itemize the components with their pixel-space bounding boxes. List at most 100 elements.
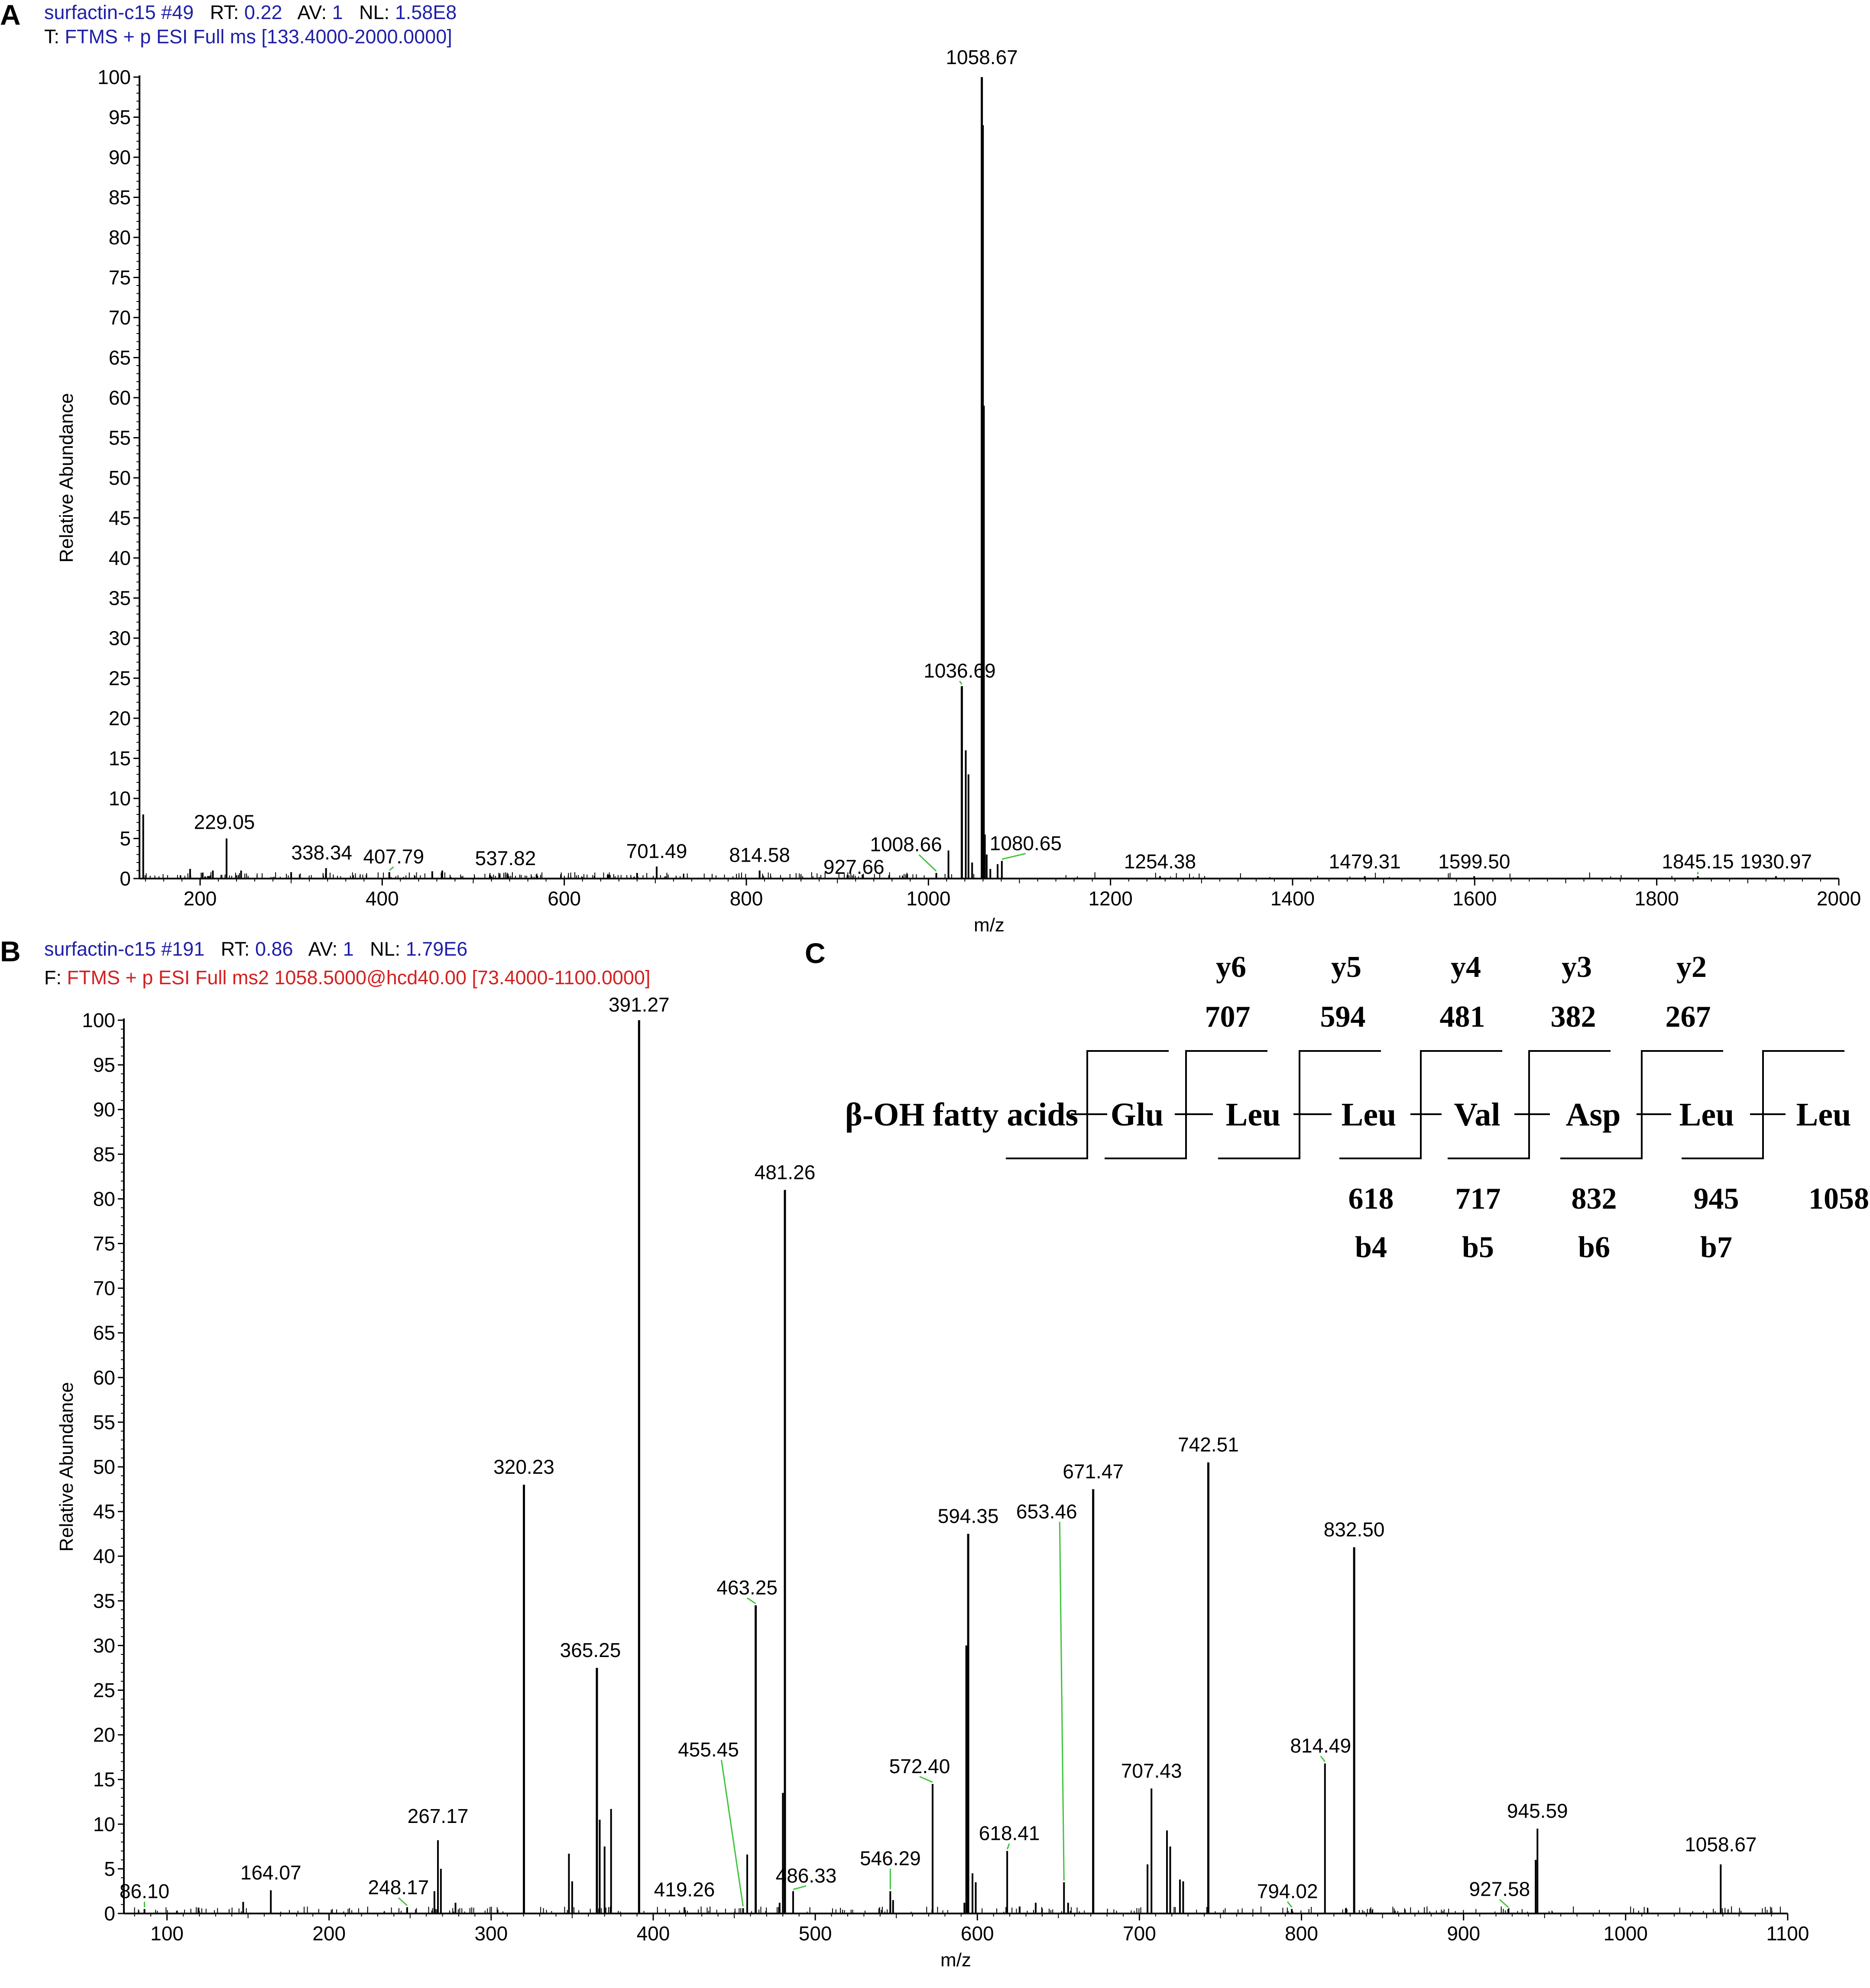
panel-b-header-line2: F: FTMS + p ESI Full ms2 1058.5000@hcd40… xyxy=(44,968,650,987)
residue-label: β-OH fatty acids xyxy=(845,1096,1078,1133)
y-tick-label: 40 xyxy=(109,547,131,569)
y-tick-label: 65 xyxy=(93,1322,115,1344)
peak-label: 320.23 xyxy=(493,1456,554,1478)
y-tick-label: 75 xyxy=(93,1232,115,1255)
peak-label: 832.50 xyxy=(1324,1518,1385,1541)
y-tick-label: 70 xyxy=(109,306,131,329)
y-ion-name: y3 xyxy=(1562,950,1592,984)
peak-label: 1930.97 xyxy=(1740,850,1812,872)
y-tick-label: 10 xyxy=(93,1813,115,1836)
peak-label: 338.34 xyxy=(291,841,352,864)
peak-label: 594.35 xyxy=(938,1505,999,1527)
label-leader xyxy=(918,854,937,872)
panel-a-header-line2: T: FTMS + p ESI Full ms [133.4000-2000.0… xyxy=(44,27,452,46)
y-tick-label: 80 xyxy=(109,226,131,249)
y-tick-label: 15 xyxy=(93,1768,115,1791)
y-ion-name: y2 xyxy=(1676,950,1707,984)
y-tick-label: 95 xyxy=(93,1054,115,1076)
label-leader xyxy=(1001,853,1026,860)
y-tick-label: 0 xyxy=(104,1902,115,1925)
panel-a-nl-value: 1.58E8 xyxy=(395,1,457,23)
x-tick-label: 1000 xyxy=(1604,1922,1648,1945)
residue-label: Asp xyxy=(1566,1096,1621,1133)
y-tick-label: 100 xyxy=(97,66,131,88)
cleavage-bracket xyxy=(1339,1050,1502,1159)
label-leader xyxy=(919,1776,933,1783)
y-ion-mass: 267 xyxy=(1666,1000,1711,1034)
panel-b-scan-filter: FTMS + p ESI Full ms2 1058.5000@hcd40.00… xyxy=(67,966,651,989)
spectrum-a: 0 5 10 15 20 25 30 35 40 45 50 55 60 65 70 75 80 85 90 95 10… xyxy=(56,46,1861,936)
y-tick-label: 5 xyxy=(104,1858,115,1880)
y-ion-name: y4 xyxy=(1451,950,1481,984)
y-tick-label: 85 xyxy=(109,186,131,209)
peak-label: 419.26 xyxy=(654,1878,715,1901)
b-ion-mass: 717 xyxy=(1455,1182,1501,1216)
panel-b-av-value: 1 xyxy=(343,938,354,960)
y-tick-label: 60 xyxy=(109,386,131,409)
cleavage-bracket xyxy=(1105,1050,1267,1159)
b-ion-name: b5 xyxy=(1462,1231,1494,1264)
y-tick-label: 95 xyxy=(109,106,131,129)
panel-a-scan-filter: FTMS + p ESI Full ms [133.4000-2000.0000… xyxy=(65,26,452,48)
x-axis-label: m/z xyxy=(940,1949,971,1971)
peak-label: 671.47 xyxy=(1063,1460,1124,1483)
y-tick-label: 90 xyxy=(93,1098,115,1121)
y-tick-label: 20 xyxy=(93,1724,115,1746)
x-tick-label: 300 xyxy=(474,1922,508,1945)
b-ion-name: b4 xyxy=(1355,1231,1387,1264)
label-leader xyxy=(746,1597,756,1604)
y-tick-label: 30 xyxy=(109,627,131,649)
y-tick-label: 70 xyxy=(93,1277,115,1300)
panel-b-scan-prefix: F: xyxy=(44,966,62,989)
peak-label: 742.51 xyxy=(1178,1433,1239,1456)
panel-b-header-line1: surfactin-c15 #191 RT: 0.86 AV: 1 NL: 1.… xyxy=(44,939,467,959)
y-tick-label: 75 xyxy=(109,266,131,289)
x-tick-label: 200 xyxy=(312,1922,346,1945)
peak-label: 86.10 xyxy=(120,1880,169,1903)
cleavage-bracket xyxy=(1218,1050,1381,1159)
cleavage-bracket xyxy=(1006,1050,1169,1159)
panel-b-rt-label: RT: xyxy=(220,938,250,960)
y-tick-label: 85 xyxy=(93,1143,115,1165)
peak-label: 1008.66 xyxy=(870,833,942,856)
y-tick-label: 60 xyxy=(93,1366,115,1389)
y-ion-name: y5 xyxy=(1331,950,1361,984)
peak-label: 794.02 xyxy=(1257,1880,1318,1903)
panel-b-rt-value: 0.86 xyxy=(255,938,293,960)
y-tick-label: 55 xyxy=(109,427,131,449)
panel-b-nl-value: 1.79E6 xyxy=(405,938,468,960)
peak-label: 267.17 xyxy=(408,1805,469,1827)
peak-label: 164.07 xyxy=(240,1861,301,1884)
peak-label: 481.26 xyxy=(755,1161,816,1184)
x-tick-label: 500 xyxy=(799,1922,832,1945)
y-ion-mass: 594 xyxy=(1320,1000,1366,1034)
peak-label: 814.58 xyxy=(729,844,790,866)
peak-label: 1254.38 xyxy=(1124,850,1196,872)
peak-label: 463.25 xyxy=(716,1576,778,1599)
y-tick-label: 15 xyxy=(109,747,131,770)
residue-label: Leu xyxy=(1796,1096,1851,1133)
x-tick-label: 1400 xyxy=(1270,887,1315,910)
peak-label: 618.41 xyxy=(979,1822,1040,1845)
x-tick-label: 800 xyxy=(1285,1922,1318,1945)
residue-label: Val xyxy=(1454,1096,1500,1133)
panel-c-letter: C xyxy=(805,937,826,969)
y-tick-label: 80 xyxy=(93,1187,115,1210)
peak-label: 1036.69 xyxy=(924,659,995,682)
peak-label: 546.29 xyxy=(860,1847,921,1869)
peak-label: 1845.15 xyxy=(1662,850,1734,872)
y-ion-mass: 707 xyxy=(1205,1000,1251,1034)
residue-label: Glu xyxy=(1111,1096,1164,1133)
y-ion-name: y6 xyxy=(1216,950,1246,984)
label-leader xyxy=(398,1897,408,1906)
peak-label: 927.66 xyxy=(823,856,885,878)
x-tick-label: 1600 xyxy=(1452,887,1497,910)
y-tick-label: 45 xyxy=(93,1500,115,1523)
peak-label: 572.40 xyxy=(889,1755,950,1777)
y-axis-label: Relative Abundance xyxy=(56,393,77,562)
y-tick-label: 55 xyxy=(93,1411,115,1433)
x-tick-label: 700 xyxy=(1123,1922,1156,1945)
y-ion-mass: 382 xyxy=(1551,1000,1596,1034)
label-leader xyxy=(1006,1843,1010,1850)
